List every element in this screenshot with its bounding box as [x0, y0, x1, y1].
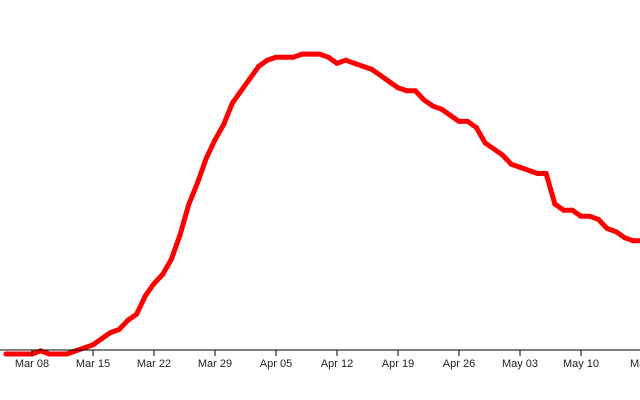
data-point — [500, 152, 506, 158]
data-point — [622, 235, 628, 241]
data-point — [386, 79, 392, 85]
data-point — [160, 271, 166, 277]
data-point — [439, 106, 445, 112]
x-axis-ticks: Mar 08 Mar 15 Mar 22 Mar 29 Apr 05 Apr 12 Apr … — [15, 350, 640, 370]
data-point — [447, 112, 453, 118]
x-tick-label: May 10 — [563, 358, 599, 370]
data-point — [465, 118, 471, 124]
data-point — [404, 88, 410, 94]
x-tick-label: Mar 22 — [137, 358, 171, 370]
series-line — [3, 51, 640, 357]
data-point — [299, 51, 305, 57]
data-point — [247, 76, 253, 82]
data-point — [3, 351, 9, 357]
data-point — [168, 256, 174, 262]
data-point — [290, 54, 296, 60]
data-point — [482, 140, 488, 146]
x-tick-label: May 03 — [502, 358, 538, 370]
data-point — [107, 330, 113, 336]
data-point — [308, 51, 314, 57]
data-point — [195, 180, 201, 186]
data-point — [46, 351, 52, 357]
data-point — [595, 216, 601, 222]
data-point — [142, 293, 148, 299]
data-point — [334, 60, 340, 66]
data-point — [186, 201, 192, 207]
data-point — [430, 103, 436, 109]
data-point — [212, 137, 218, 143]
data-point — [203, 155, 209, 161]
data-point — [177, 232, 183, 238]
data-point — [229, 100, 235, 106]
data-point — [282, 54, 288, 60]
data-point — [12, 351, 18, 357]
data-point — [238, 88, 244, 94]
data-point — [412, 88, 418, 94]
data-point — [99, 336, 105, 342]
x-tick-label: Apr 19 — [382, 358, 414, 370]
data-point — [256, 63, 262, 69]
data-point — [395, 85, 401, 91]
data-point — [317, 51, 323, 57]
data-point — [561, 207, 567, 213]
data-point — [534, 171, 540, 176]
data-point — [20, 351, 26, 357]
data-point — [360, 63, 366, 69]
data-point — [134, 311, 140, 317]
x-tick-label: Ma — [630, 358, 640, 370]
data-point — [221, 122, 227, 127]
data-point — [578, 213, 584, 219]
data-point — [343, 57, 349, 63]
data-point — [604, 226, 610, 231]
data-point — [151, 281, 157, 287]
data-point — [421, 97, 427, 103]
data-point — [569, 207, 575, 213]
plot-area — [3, 51, 640, 357]
data-point — [491, 146, 497, 152]
data-point — [351, 60, 357, 66]
data-point — [73, 348, 79, 354]
data-point — [325, 54, 331, 60]
data-point — [587, 213, 593, 219]
data-point — [630, 238, 636, 244]
data-point — [264, 57, 270, 63]
data-point — [456, 118, 462, 124]
data-point — [552, 201, 558, 207]
data-point — [517, 164, 523, 170]
series-points — [3, 51, 640, 357]
data-point — [543, 171, 549, 176]
data-point — [613, 229, 619, 235]
data-point — [90, 342, 96, 348]
x-tick-label: Mar 29 — [198, 358, 232, 370]
x-tick-label: Apr 26 — [443, 358, 475, 370]
data-point — [473, 125, 479, 131]
x-tick-label: Mar 15 — [76, 358, 110, 370]
x-tick-label: Apr 05 — [260, 358, 292, 370]
data-point — [81, 345, 87, 351]
data-point — [116, 327, 122, 332]
x-tick-label: Mar 08 — [15, 358, 49, 370]
data-point — [38, 348, 44, 354]
data-point — [369, 66, 375, 72]
x-tick-label: Apr 12 — [321, 358, 353, 370]
data-point — [64, 351, 70, 357]
data-point — [526, 167, 532, 173]
data-point — [55, 351, 61, 357]
data-point — [273, 54, 279, 60]
data-point — [378, 73, 384, 78]
data-point — [125, 317, 131, 323]
data-point — [508, 161, 514, 167]
